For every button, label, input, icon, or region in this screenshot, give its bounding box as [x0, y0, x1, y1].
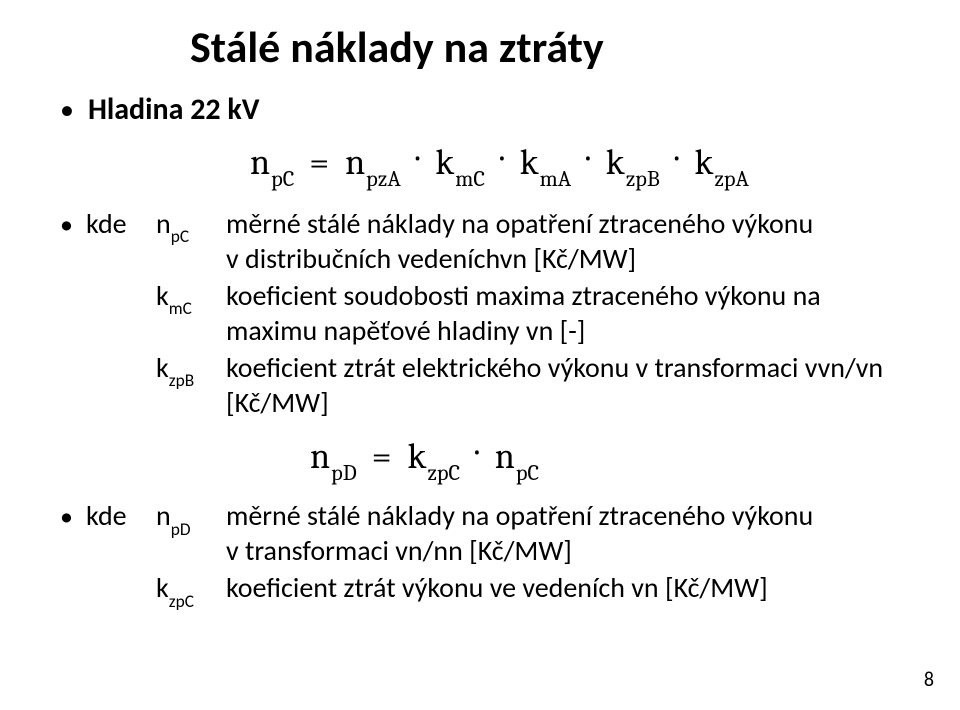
f1-mul3: · [586, 137, 591, 178]
def2-sym-var-1: k [156, 570, 169, 605]
f1-t5-var: k [694, 142, 714, 183]
def1-sym-0: npC [156, 206, 226, 245]
f1-mul1: · [416, 137, 421, 178]
f2-t1-sub: zpC [427, 460, 460, 486]
f1-mul2: · [500, 137, 505, 178]
f1-t4-sub: zpB [626, 166, 660, 192]
f2-eq: = [372, 436, 393, 477]
f1-t2-sub: mC [455, 166, 485, 192]
f1-mul4: · [675, 137, 680, 178]
f1-t3-sub: mA [540, 166, 572, 192]
def1-sym-var-0: n [156, 206, 171, 241]
def1-desc-0: měrné stálé náklady na opatření ztracené… [226, 206, 910, 276]
f1-t1-var: n [345, 142, 366, 183]
kde-label: kde [86, 498, 156, 533]
f1-t2-var: k [435, 142, 455, 183]
f2-t2-var: n [495, 436, 516, 477]
formula-1: npC = npzA · kmC · kmA · kzpB · kzpA [250, 142, 910, 188]
slide: Stálé náklady na ztráty • Hladina 22 kV … [0, 0, 960, 710]
f1-lhs-sub: pC [271, 166, 294, 192]
def2-row-0: • kde npD měrné stálé náklady na opatřen… [60, 498, 910, 568]
def1-sym-sub-0: pC [171, 225, 189, 247]
def2-sym-var-0: n [156, 498, 171, 533]
f2-t2-sub: pC [516, 460, 539, 486]
def1-row-0: • kde npC měrné stálé náklady na opatřen… [60, 206, 910, 276]
def1-row-2: kzpB koeficient ztrát elektrického výkon… [60, 350, 910, 420]
def2-desc-0: měrné stálé náklady na opatření ztracené… [226, 498, 910, 568]
def1-sym-var-2: k [156, 350, 169, 385]
kde-label: kde [86, 206, 156, 241]
bullet-icon: • [60, 96, 74, 124]
def1-sym-var-1: k [156, 278, 169, 313]
def1-desc-2: koeficient ztrát elektrického výkonu v t… [226, 350, 910, 420]
def1-row-1: kmC koeficient soudobosti maxima ztracen… [60, 278, 910, 348]
def2-row-1: kzpC koeficient ztrát výkonu ve vedeních… [60, 570, 910, 609]
def1-sym-sub-1: mC [169, 297, 192, 319]
f1-lhs-var: n [250, 142, 271, 183]
f1-t1-sub: pzA [366, 166, 401, 192]
f1-t3-var: k [520, 142, 540, 183]
f2-lhs-var: n [310, 436, 331, 477]
bullet-icon: • [60, 500, 86, 533]
f1-t4-var: k [606, 142, 626, 183]
f2-mul1: · [475, 431, 480, 472]
def2-desc-1: koeficient ztrát výkonu ve vedeních vn [… [226, 570, 910, 605]
f2-lhs-sub: pD [331, 460, 357, 486]
def2-sym-sub-1: zpC [169, 590, 194, 612]
page-title: Stálé náklady na ztráty [190, 20, 910, 74]
f1-eq: = [309, 142, 330, 183]
page-number: 8 [924, 668, 934, 692]
def1-sym-1: kmC [156, 278, 226, 317]
def2-sym-1: kzpC [156, 570, 226, 609]
f2-t1-var: k [407, 436, 427, 477]
bullet-hladina: • Hladina 22 kV [60, 92, 910, 128]
def2-sym-sub-0: pD [171, 518, 191, 540]
def1-desc-1: koeficient soudobosti maxima ztraceného … [226, 278, 910, 348]
f1-t5-sub: zpA [714, 166, 749, 192]
bullet-hladina-text: Hladina 22 kV [88, 92, 260, 128]
def2-sym-0: npD [156, 498, 226, 537]
def1-sym-2: kzpB [156, 350, 226, 389]
formula-2: npD = kzpC · npC [310, 436, 910, 482]
bullet-icon: • [60, 208, 86, 241]
def1-sym-sub-2: zpB [169, 369, 194, 391]
